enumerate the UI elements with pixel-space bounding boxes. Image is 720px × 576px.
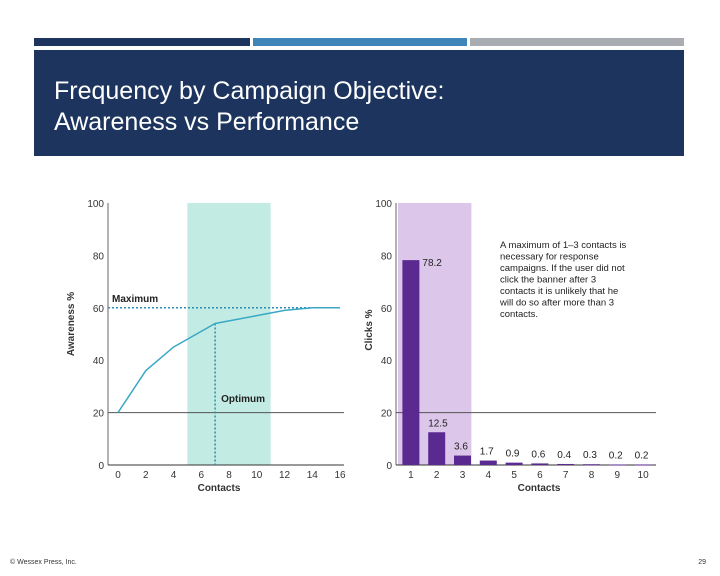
page-number: 29 [698, 559, 706, 566]
y-tick-label: 40 [93, 356, 105, 367]
bar [557, 463, 575, 465]
x-tick-label: 6 [198, 470, 204, 481]
x-tick-label: 10 [638, 470, 650, 481]
y-axis-label: Clicks % [364, 309, 375, 350]
slide-title: Frequency by Campaign Objective: Awarene… [54, 76, 444, 138]
y-tick-label: 100 [375, 199, 392, 210]
x-axis-label: Contacts [518, 483, 561, 494]
y-tick-label: 40 [381, 356, 393, 367]
x-tick-label: 16 [334, 470, 346, 481]
top-bar-segment-3 [470, 38, 684, 46]
y-axis-label: Awareness % [66, 292, 77, 356]
y-tick-label: 60 [381, 304, 393, 315]
x-tick-label: 9 [615, 470, 621, 481]
copyright-footer: © Wessex Press, Inc. [10, 559, 77, 566]
maximum-label: Maximum [112, 294, 158, 305]
x-tick-label: 4 [486, 470, 492, 481]
bar-value-label: 0.4 [557, 450, 571, 461]
awareness-series-line [117, 307, 340, 414]
slide-title-line-1: Frequency by Campaign Objective: [54, 77, 445, 105]
x-tick-label: 0 [115, 470, 121, 481]
y-tick-label: 20 [93, 409, 105, 420]
bar-value-label: 78.2 [422, 258, 442, 269]
x-tick-label: 7 [563, 470, 569, 481]
y-tick-label: 0 [98, 461, 104, 472]
bar [454, 455, 471, 465]
bar [505, 462, 523, 465]
x-tick-label: 5 [511, 470, 517, 481]
bar [583, 464, 600, 466]
bar-value-label: 12.5 [428, 418, 448, 429]
annotation-line: click the banner after 3 [500, 275, 596, 286]
x-tick-label: 12 [279, 470, 291, 481]
x-tick-label: 8 [226, 470, 232, 481]
y-tick-label: 60 [93, 304, 105, 315]
bar-value-label: 1.7 [480, 447, 494, 458]
bar [402, 260, 420, 465]
annotation-line: campaigns. If the user did not [500, 263, 625, 274]
annotation-line: contacts it is unlikely that he [500, 286, 618, 297]
bar-value-label: 0.2 [635, 450, 649, 461]
bar [531, 463, 549, 465]
x-tick-label: 3 [460, 470, 466, 481]
bar [634, 464, 652, 466]
x-tick-label: 10 [251, 470, 263, 481]
bar-value-label: 0.3 [583, 450, 597, 461]
optimum-band [187, 203, 271, 465]
x-tick-label: 2 [434, 470, 440, 481]
y-tick-label: 80 [381, 251, 393, 262]
awareness-line-chart: 0 20 40 60 80 100 0 2 4 6 8 10 12 14 16 Contacts Awarene… [66, 199, 346, 494]
bar [608, 464, 626, 466]
annotation-line: A maximum of 1–3 contacts is [500, 240, 626, 251]
slide-header: Frequency by Campaign Objective: Awarene… [34, 50, 684, 156]
x-tick-label: 6 [537, 470, 543, 481]
bar [428, 432, 446, 465]
bar-value-label: 0.2 [609, 450, 623, 461]
y-tick-label: 100 [87, 199, 104, 210]
x-tick-label: 8 [589, 470, 595, 481]
clicks-bar-chart: 0 20 40 60 80 100 1 2 3 4 5 6 7 8 9 10 Contacts Clicks % 7… [364, 199, 656, 494]
annotation-line: necessary for response [500, 252, 599, 263]
x-tick-label: 1 [408, 470, 414, 481]
top-bar-segment-1 [34, 38, 250, 46]
optimum-label: Optimum [221, 394, 265, 405]
bar-value-label: 0.9 [506, 449, 520, 460]
x-tick-label: 14 [307, 470, 319, 481]
x-tick-label: 2 [143, 470, 149, 481]
y-tick-label: 20 [381, 409, 393, 420]
annotation-line: contacts. [500, 309, 538, 320]
bar-value-label: 0.6 [531, 449, 545, 460]
top-bar-segment-2 [253, 38, 467, 46]
y-tick-label: 80 [93, 251, 105, 262]
y-tick-label: 0 [386, 461, 392, 472]
bar [479, 460, 497, 465]
annotation-line: will do so after more than 3 [499, 298, 614, 309]
bar-value-label: 3.6 [454, 442, 468, 453]
x-tick-label: 4 [171, 470, 177, 481]
x-axis-label: Contacts [198, 483, 241, 494]
slide-title-line-2: Awareness vs Performance [54, 108, 360, 136]
